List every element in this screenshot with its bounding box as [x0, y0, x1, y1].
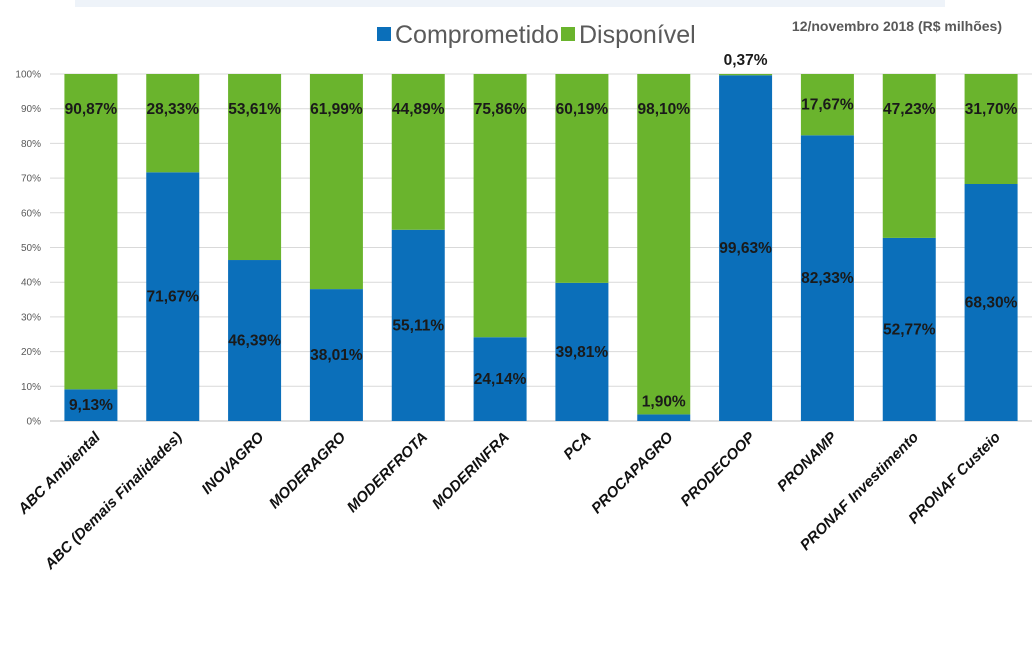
data-label-comprometido: 82,33% — [801, 270, 854, 287]
bar-disponivel — [964, 74, 1018, 184]
data-label-disponivel: 31,70% — [965, 101, 1018, 118]
data-label-disponivel: 17,67% — [801, 97, 854, 114]
bar-disponivel — [473, 74, 527, 338]
legend-swatch-comprometido — [377, 27, 391, 41]
x-tick-label: PCA — [560, 429, 594, 463]
legend-swatch-disponivel — [561, 27, 575, 41]
data-label-disponivel: 90,87% — [65, 101, 118, 118]
x-tick-label: PROCAPAGRO — [588, 429, 677, 518]
data-label-comprometido: 39,81% — [556, 344, 609, 361]
bar-disponivel — [391, 74, 445, 230]
y-tick-label: 50% — [21, 243, 41, 254]
bar-comprometido — [719, 75, 773, 421]
y-tick-label: 70% — [21, 174, 41, 185]
data-label-comprometido: 52,77% — [883, 321, 936, 338]
data-label-comprometido: 1,90% — [642, 393, 686, 410]
y-tick-label: 90% — [21, 104, 41, 115]
bar-disponivel — [64, 74, 118, 390]
bar-disponivel — [146, 74, 200, 173]
data-label-comprometido: 71,67% — [146, 289, 199, 306]
bar-comprometido — [555, 282, 609, 421]
bar-disponivel — [882, 74, 936, 238]
bar-disponivel — [800, 74, 854, 136]
gridlines — [50, 73, 1032, 387]
bar-disponivel — [719, 74, 773, 76]
bar-comprometido — [309, 289, 363, 421]
data-label-disponivel: 98,10% — [637, 101, 690, 118]
data-label-comprometido: 55,11% — [392, 317, 444, 334]
x-tick-label: ABC Ambiental — [14, 428, 104, 518]
x-tick-label: MODERFROTA — [344, 429, 431, 516]
y-tick-label: 30% — [21, 312, 41, 323]
data-label-disponivel: 47,23% — [883, 101, 936, 118]
data-labels: 9,13% 90,87% 71,67% 28,33% 46,39% 53,61% 38,01… — [65, 52, 1018, 414]
legend-label-comprometido: Comprometido — [395, 21, 559, 49]
bar-comprometido — [964, 183, 1018, 421]
bar-comprometido — [800, 135, 854, 422]
x-tick-label: MODERINFRA — [429, 429, 513, 513]
y-tick-label: 80% — [21, 139, 41, 150]
data-label-comprometido: 38,01% — [310, 347, 363, 364]
bar-comprometido — [228, 260, 282, 421]
bar-comprometido — [146, 172, 200, 421]
data-label-disponivel: 61,99% — [310, 101, 363, 118]
y-axis: 0% 10% 20% 30% 40% 50% 60% 70% 80% 90% 100% — [15, 70, 1032, 428]
data-label-disponivel: 53,61% — [228, 101, 281, 118]
y-tick-label: 60% — [21, 208, 41, 219]
x-tick-label: ABC (Demais Finalidades) — [41, 429, 186, 574]
data-label-comprometido: 46,39% — [228, 333, 281, 350]
data-label-comprometido: 68,30% — [965, 294, 1018, 311]
top-band — [75, 0, 945, 7]
data-label-comprometido: 9,13% — [69, 397, 113, 414]
data-label-disponivel: 44,89% — [392, 101, 445, 118]
data-label-disponivel: 28,33% — [146, 101, 199, 118]
x-tick-label: PRODECOOP — [677, 428, 759, 510]
data-label-comprometido: 99,63% — [719, 240, 772, 257]
data-label-disponivel: 0,37% — [724, 52, 768, 69]
date-note: 12/novembro 2018 (R$ milhões) — [792, 18, 1002, 34]
data-label-comprometido: 24,14% — [474, 371, 527, 388]
bar-disponivel — [228, 74, 282, 261]
x-tick-label: MODERAGRO — [266, 429, 350, 513]
bars — [64, 74, 1018, 422]
y-tick-label: 100% — [15, 70, 41, 81]
bar-disponivel — [309, 74, 363, 290]
bar-comprometido — [637, 414, 691, 421]
y-tick-label: 20% — [21, 347, 41, 358]
data-label-disponivel: 75,86% — [474, 101, 527, 118]
x-tick-label: PRONAMP — [774, 428, 841, 495]
bar-disponivel — [637, 74, 691, 415]
bar-comprometido — [882, 237, 936, 421]
x-tick-label: PRONAF Custeio — [905, 429, 1004, 528]
x-tick-label: INOVAGRO — [198, 429, 267, 498]
bar-comprometido — [473, 337, 527, 421]
y-tick-label: 10% — [21, 382, 41, 393]
data-label-disponivel: 60,19% — [556, 101, 609, 118]
legend: Comprometido Disponível — [377, 21, 696, 49]
y-tick-label: 40% — [21, 278, 41, 289]
legend-label-disponivel: Disponível — [579, 21, 696, 49]
bar-comprometido — [64, 389, 118, 421]
bar-disponivel — [555, 74, 609, 283]
y-tick-label: 0% — [27, 417, 42, 428]
bar-comprometido — [391, 229, 445, 421]
